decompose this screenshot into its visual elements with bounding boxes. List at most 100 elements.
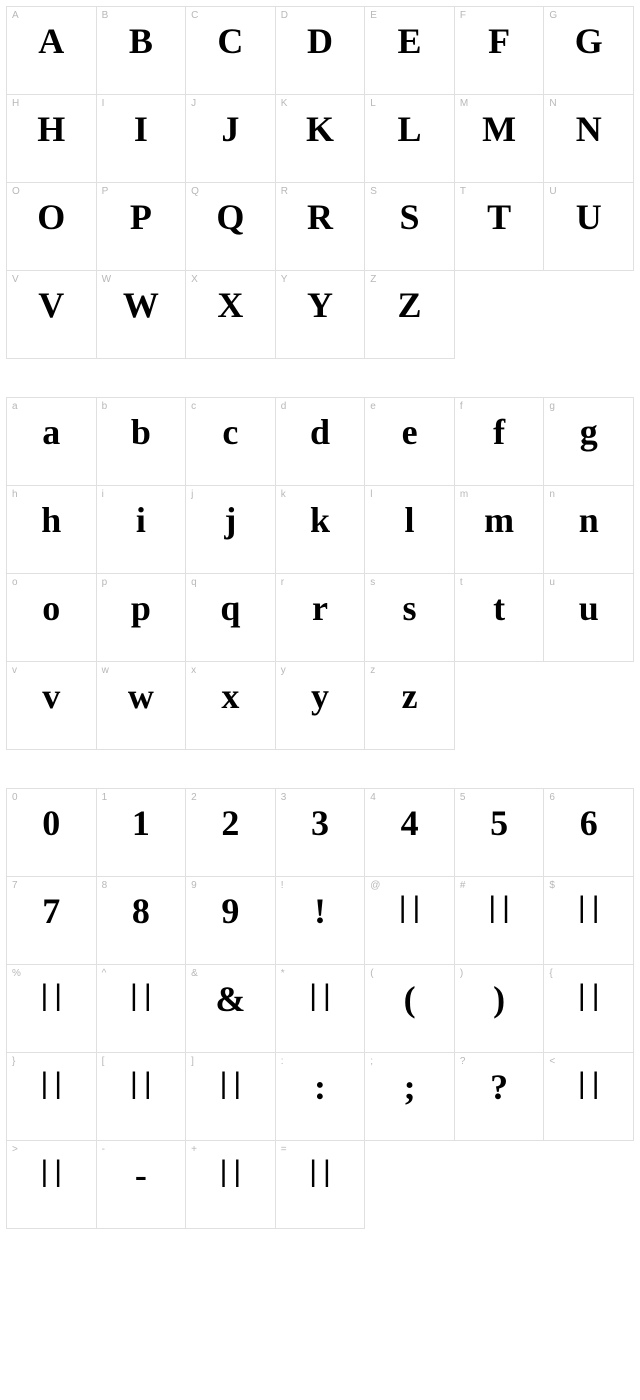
glyph-label: 8 <box>102 880 108 891</box>
glyph-char: y <box>276 678 365 714</box>
glyph-label: 0 <box>12 792 18 803</box>
glyph-label: F <box>460 10 466 21</box>
glyph-cell: kk <box>276 486 366 574</box>
glyph-char: V <box>7 287 96 323</box>
glyph-label: = <box>281 1144 287 1155</box>
glyph-label: * <box>281 968 285 979</box>
glyph-label: $ <box>549 880 555 891</box>
glyph-cell: >|| <box>7 1141 97 1229</box>
glyph-label: 5 <box>460 792 466 803</box>
glyph-char: L <box>365 111 454 147</box>
glyph-char: I <box>97 111 186 147</box>
glyph-label: O <box>12 186 20 197</box>
glyph-cell: MM <box>455 95 545 183</box>
glyph-label: & <box>191 968 198 979</box>
character-map: AABBCCDDEEFFGGHHIIJJKKLLMMNNOOPPQQRRSSTT… <box>6 6 634 1229</box>
empty-cell <box>544 1141 634 1229</box>
glyph-label: C <box>191 10 198 21</box>
glyph-label: Y <box>281 274 288 285</box>
glyph-char: 6 <box>544 805 633 841</box>
glyph-label: f <box>460 401 463 412</box>
glyph-char: w <box>97 678 186 714</box>
empty-cell <box>544 662 634 750</box>
glyph-cell: <|| <box>544 1053 634 1141</box>
glyph-label: p <box>102 577 108 588</box>
glyph-cell: UU <box>544 183 634 271</box>
glyph-label: % <box>12 968 21 979</box>
glyph-label: z <box>370 665 375 676</box>
glyph-char: g <box>544 414 633 450</box>
glyph-label: [ <box>102 1056 105 1067</box>
glyph-label: D <box>281 10 288 21</box>
glyph-label: R <box>281 186 288 197</box>
glyph-cell: ^|| <box>97 965 187 1053</box>
glyph-cell: bb <box>97 398 187 486</box>
glyph-label: B <box>102 10 109 21</box>
glyph-label: J <box>191 98 196 109</box>
glyph-char: h <box>7 502 96 538</box>
glyph-char: s <box>365 590 454 626</box>
glyph-char: X <box>186 287 275 323</box>
glyph-char: K <box>276 111 365 147</box>
glyph-cell: (( <box>365 965 455 1053</box>
glyph-grid: 00112233445566778899!!@||#||$||%||^||&&*… <box>6 788 634 1229</box>
glyph-missing: || <box>97 981 186 1011</box>
glyph-cell: #|| <box>455 877 545 965</box>
glyph-cell: tt <box>455 574 545 662</box>
glyph-cell: ;; <box>365 1053 455 1141</box>
empty-cell <box>455 271 545 359</box>
glyph-cell: aa <box>7 398 97 486</box>
glyph-label: - <box>102 1144 105 1155</box>
glyph-char: 5 <box>455 805 544 841</box>
glyph-label: x <box>191 665 196 676</box>
glyph-cell: )) <box>455 965 545 1053</box>
glyph-char: U <box>544 199 633 235</box>
glyph-char: - <box>97 1157 186 1193</box>
glyph-char: Z <box>365 287 454 323</box>
glyph-label: i <box>102 489 104 500</box>
glyph-char: 9 <box>186 893 275 929</box>
glyph-label: ( <box>370 968 373 979</box>
glyph-cell: ww <box>97 662 187 750</box>
glyph-label: M <box>460 98 468 109</box>
glyph-cell: ee <box>365 398 455 486</box>
glyph-label: j <box>191 489 193 500</box>
glyph-cell: SS <box>365 183 455 271</box>
glyph-label: l <box>370 489 372 500</box>
glyph-label: L <box>370 98 376 109</box>
glyph-cell: 55 <box>455 789 545 877</box>
glyph-cell: pp <box>97 574 187 662</box>
glyph-label: + <box>191 1144 197 1155</box>
glyph-cell: %|| <box>7 965 97 1053</box>
glyph-char: b <box>97 414 186 450</box>
glyph-char: q <box>186 590 275 626</box>
glyph-char: x <box>186 678 275 714</box>
glyph-label: Z <box>370 274 376 285</box>
glyph-cell: vv <box>7 662 97 750</box>
empty-cell <box>544 271 634 359</box>
glyph-cell: xx <box>186 662 276 750</box>
glyph-char: k <box>276 502 365 538</box>
glyph-char: J <box>186 111 275 147</box>
glyph-cell: 33 <box>276 789 366 877</box>
glyph-cell: XX <box>186 271 276 359</box>
glyph-label: @ <box>370 880 380 891</box>
glyph-missing: || <box>186 1157 275 1187</box>
empty-cell <box>455 662 545 750</box>
glyph-char: R <box>276 199 365 235</box>
glyph-char: v <box>7 678 96 714</box>
glyph-missing: || <box>186 1069 275 1099</box>
glyph-label: E <box>370 10 377 21</box>
glyph-char: G <box>544 23 633 59</box>
glyph-cell: AA <box>7 7 97 95</box>
glyph-label: d <box>281 401 287 412</box>
glyph-char: a <box>7 414 96 450</box>
glyph-char: N <box>544 111 633 147</box>
glyph-cell: KK <box>276 95 366 183</box>
glyph-label: r <box>281 577 284 588</box>
glyph-grid: AABBCCDDEEFFGGHHIIJJKKLLMMNNOOPPQQRRSSTT… <box>6 6 634 359</box>
glyph-cell: 44 <box>365 789 455 877</box>
glyph-cell: ff <box>455 398 545 486</box>
glyph-cell: oo <box>7 574 97 662</box>
glyph-cell: }|| <box>7 1053 97 1141</box>
